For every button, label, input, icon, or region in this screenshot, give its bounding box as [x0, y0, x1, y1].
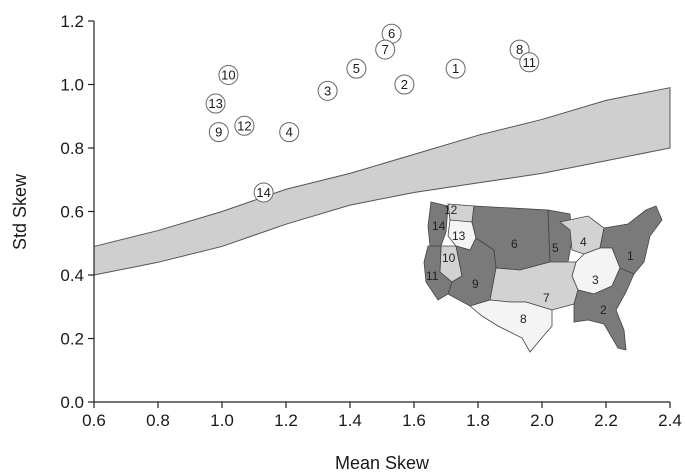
data-point-5: 5 — [346, 58, 367, 79]
data-point-14: 14 — [253, 182, 274, 203]
y-tick-label: 0.0 — [60, 393, 84, 412]
data-point-12: 12 — [234, 115, 255, 136]
data-point-marker — [519, 52, 540, 73]
data-point-label: 3 — [324, 83, 331, 98]
data-point-label: 14 — [256, 185, 270, 200]
data-point-11: 11 — [519, 52, 540, 73]
data-point-label: 2 — [401, 77, 408, 92]
data-point-4: 4 — [279, 122, 300, 143]
map-label-9: 9 — [472, 277, 479, 291]
axes — [93, 21, 670, 403]
x-tick-label: 2.0 — [530, 411, 554, 430]
map-label-6: 6 — [511, 237, 518, 251]
y-tick-label: 0.6 — [60, 203, 84, 222]
map-label-1: 1 — [627, 249, 634, 263]
confidence-band — [93, 87, 671, 276]
map-label-12: 12 — [444, 203, 458, 217]
data-point-1: 1 — [445, 58, 466, 79]
map-label-13: 13 — [452, 229, 466, 243]
x-tick-label: 2.4 — [658, 411, 682, 430]
data-point-10: 10 — [218, 64, 239, 85]
data-point-label: 6 — [388, 26, 395, 41]
data-point-marker — [346, 58, 367, 79]
confidence-band-layer — [93, 87, 671, 276]
map-label-14: 14 — [432, 219, 446, 233]
data-point-label: 8 — [516, 42, 523, 57]
y-tick-label: 0.4 — [60, 266, 84, 285]
x-tick-label: 1.2 — [274, 411, 298, 430]
map-label-7: 7 — [543, 291, 550, 305]
data-point-13: 13 — [205, 93, 226, 114]
data-point-label: 10 — [221, 67, 235, 82]
x-tick-label: 1.4 — [338, 411, 362, 430]
data-point-label: 5 — [353, 61, 360, 76]
data-point-2: 2 — [394, 74, 415, 95]
x-tick-label: 1.8 — [466, 411, 490, 430]
y-tick-label: 0.2 — [60, 330, 84, 349]
data-point-label: 9 — [215, 125, 222, 140]
data-point-9: 9 — [208, 122, 229, 143]
data-point-marker — [445, 58, 466, 79]
y-axis-title: Std Skew — [10, 173, 30, 250]
data-point-marker — [234, 115, 255, 136]
data-point-3: 3 — [317, 80, 338, 101]
y-tick-label: 0.8 — [60, 139, 84, 158]
data-point-marker — [205, 93, 226, 114]
data-point-7: 7 — [375, 39, 396, 60]
map-label-3: 3 — [592, 273, 599, 287]
map-label-2: 2 — [600, 303, 607, 317]
data-point-label: 7 — [382, 42, 389, 57]
map-region-5 — [547, 209, 573, 267]
x-tick-label: 0.6 — [82, 411, 106, 430]
us-regions-inset-map: 14 12 13 10 11 9 6 5 4 1 3 7 8 2 — [423, 201, 663, 353]
y-tick-label: 1.0 — [60, 76, 84, 95]
map-label-11: 11 — [426, 269, 439, 283]
data-point-marker — [394, 74, 415, 95]
data-point-marker — [208, 122, 229, 143]
x-tick-label: 1.0 — [210, 411, 234, 430]
map-region-8 — [469, 299, 553, 353]
data-point-marker — [279, 122, 300, 143]
map-label-8: 8 — [520, 312, 527, 326]
map-region-2 — [573, 267, 635, 351]
data-point-label: 4 — [286, 125, 293, 140]
x-axis-title: Mean Skew — [335, 453, 430, 473]
y-tick-label: 1.2 — [60, 12, 84, 31]
x-tick-label: 2.2 — [594, 411, 618, 430]
x-tick-label: 1.6 — [402, 411, 426, 430]
map-label-10: 10 — [442, 251, 456, 265]
data-point-label: 12 — [237, 118, 251, 133]
data-point-marker — [218, 64, 239, 85]
x-tick-label: 0.8 — [146, 411, 170, 430]
data-point-marker — [375, 39, 396, 60]
map-label-5: 5 — [552, 241, 559, 255]
map-label-4: 4 — [580, 235, 587, 249]
data-point-label: 1 — [452, 61, 459, 76]
tick-layer: 0.6 0.8 1.0 1.2 1.4 1.6 1.8 2.0 2.2 2.4 0.0 0.2 0.4 0… — [60, 12, 681, 430]
data-point-label: 11 — [522, 55, 536, 70]
data-point-marker — [253, 182, 274, 203]
data-point-marker — [317, 80, 338, 101]
data-point-label: 13 — [208, 96, 222, 111]
